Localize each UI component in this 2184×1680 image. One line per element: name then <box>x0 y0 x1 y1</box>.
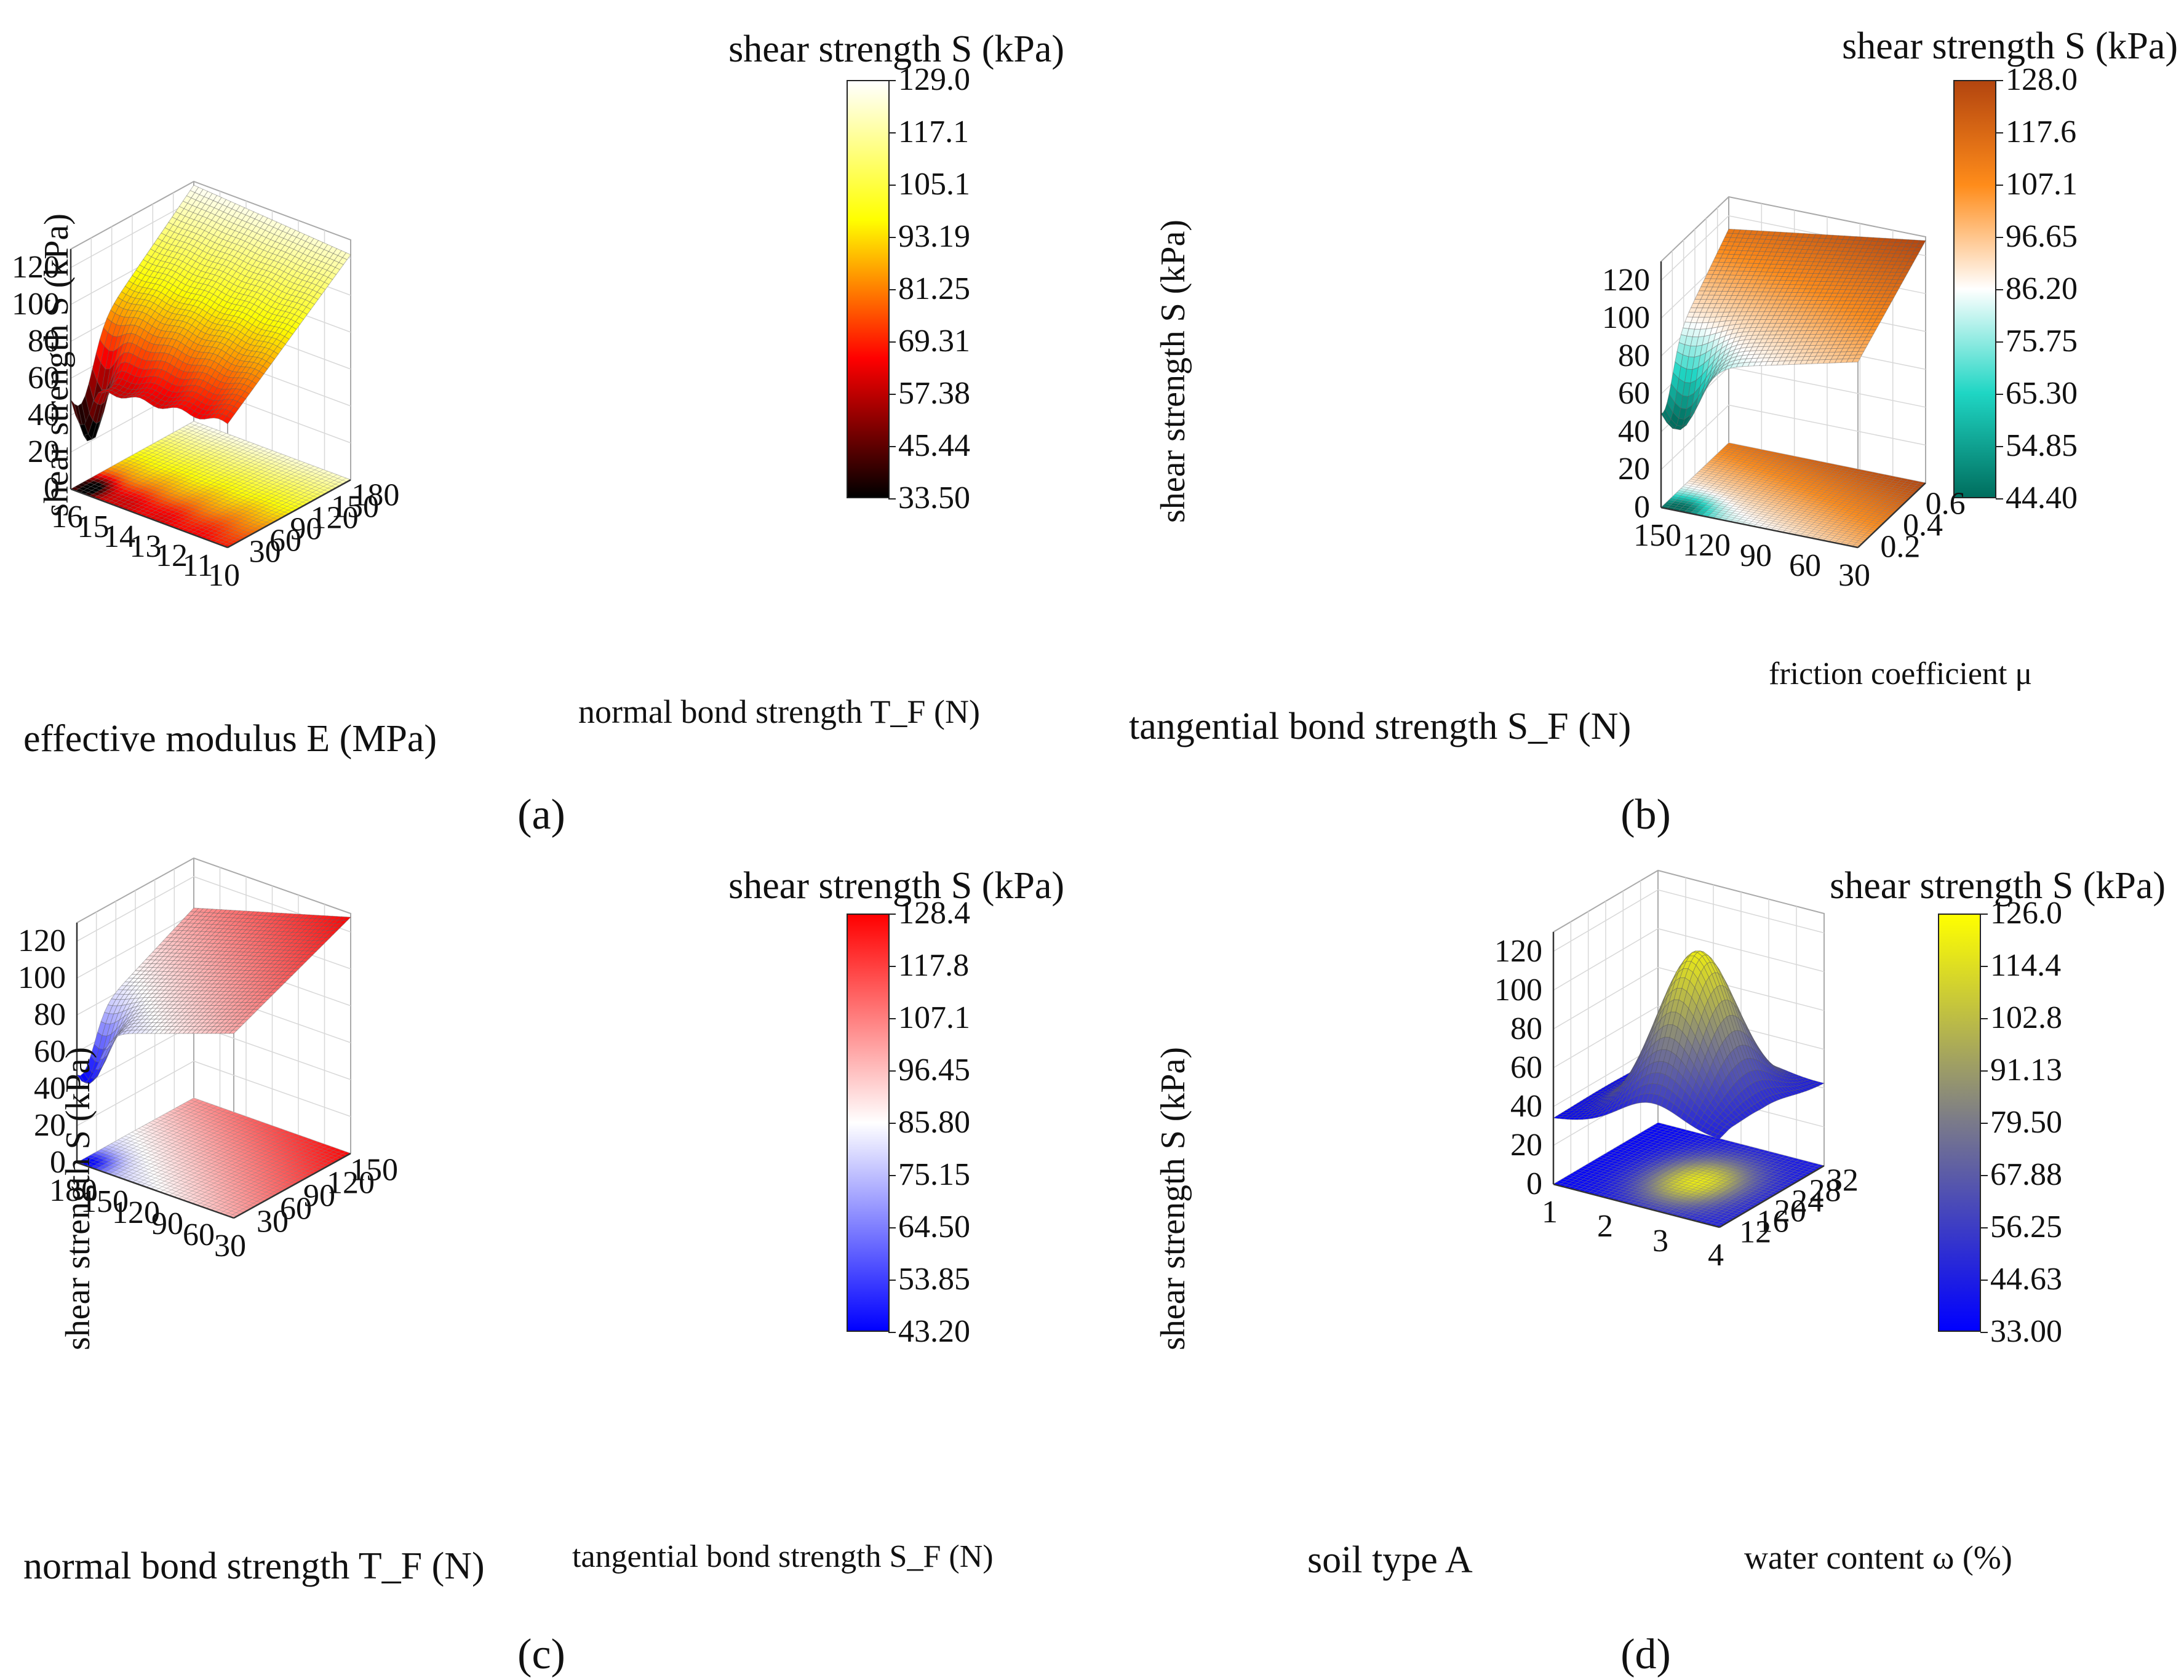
colorbar-tick-label: 33.50 <box>888 480 970 516</box>
colorbar-tick-label: 65.30 <box>1996 376 2078 411</box>
x-tick-label: 120 <box>1683 528 1731 563</box>
surface-cell <box>132 269 141 279</box>
plot-a <box>70 180 351 549</box>
surface-cell <box>149 243 159 252</box>
colorbar-tick-label: 75.75 <box>1996 324 2078 359</box>
colorbar-tick-label: 93.19 <box>888 219 970 254</box>
z-tick-label: 60 <box>1618 376 1650 412</box>
colorbar-tick-label: 129.0 <box>888 62 970 97</box>
z-tick-label: 80 <box>1618 338 1650 373</box>
colorbar-tick-label: 96.65 <box>1996 219 2078 254</box>
floor-projection <box>70 421 351 548</box>
z-tick-label: 20 <box>1618 452 1650 487</box>
colorbar-tick-label: 117.1 <box>888 114 970 149</box>
colorbar-tick-label: 44.40 <box>1996 480 2078 516</box>
colorbar-ticks-a: 129.0 117.1 105.1 93.19 81.25 69.31 57.38 45.44… <box>888 64 1058 514</box>
x-tick-label: 10 <box>208 558 240 593</box>
colorbar-b <box>1953 80 1996 498</box>
surface <box>70 185 351 442</box>
panel-tag-a: (a) <box>517 791 565 838</box>
z-tick-label: 80 <box>28 324 60 359</box>
colorbar-ticks-b: 128.0 117.6 107.1 96.65 86.20 75.75 65.30 54.85… <box>1995 64 2166 514</box>
surface-cell <box>153 237 163 247</box>
x-tick-label: 60 <box>1789 547 1821 583</box>
floor-cell <box>189 421 199 426</box>
surface-cell <box>117 291 127 301</box>
surface-cell <box>175 205 185 215</box>
colorbar-tick-label: 117.6 <box>1995 114 2077 149</box>
z-tick-label: 40 <box>28 397 60 432</box>
y-tick-label: 180 <box>351 477 400 513</box>
colorbar-tick-label: 54.85 <box>1996 428 2078 463</box>
z-tick-label: 120 <box>12 250 60 285</box>
colorbar-tick-label: 69.31 <box>888 324 970 359</box>
ylabel-b: friction coefficient μ <box>1769 656 2033 691</box>
panel-b: shear strength S (kPa) 128.0 117.6 107.1 96… <box>1092 0 2184 840</box>
colorbar-title-a: shear strength S (kPa) <box>728 28 1064 70</box>
ylabel-a: normal bond strength T_F (N) <box>578 693 980 730</box>
z-tick-label: 120 <box>1602 262 1650 298</box>
x-tick-label: 30 <box>1838 558 1870 593</box>
colorbar-tick-label: 86.20 <box>1996 271 2078 306</box>
z-tick-label: 100 <box>1602 300 1650 336</box>
colorbar-tick-label: 105.1 <box>888 167 970 202</box>
z-tick-label: 20 <box>28 434 60 469</box>
panel-a: shear strength S (kPa) 129.0 117.1 105.1 93… <box>0 0 1092 840</box>
panel-c: shear strength S (kPa) 128.4 117.8 107.1 96… <box>0 840 1092 1679</box>
panel-tag-b: (b) <box>1620 791 1671 838</box>
z-tick-label: 60 <box>28 360 60 396</box>
colorbar-a <box>847 80 890 498</box>
xlabel-b: tangential bond strength S_F (N) <box>1129 706 1632 747</box>
z-tick-label: 100 <box>12 287 60 322</box>
xlabel-a: effective modulus E (MPa) <box>23 718 437 760</box>
y-tick-label: 0.6 <box>1925 485 1966 521</box>
colorbar-tick-label: 45.44 <box>888 428 970 463</box>
zlabel-b: shear strength S (kPa) <box>1154 219 1192 523</box>
x-tick-label: 150 <box>1633 518 1681 553</box>
x-tick-label: 90 <box>1740 538 1772 573</box>
colorbar-tick-label: 81.25 <box>888 271 970 306</box>
surface <box>1660 228 1926 431</box>
z-tick-label: 40 <box>1618 413 1650 449</box>
colorbar-tick-label: 128.0 <box>1996 62 2078 97</box>
surface-cell <box>186 190 196 199</box>
colorbar-tick-label: 57.38 <box>888 376 970 411</box>
colorbar-tick-label: 107.1 <box>1996 167 2078 202</box>
